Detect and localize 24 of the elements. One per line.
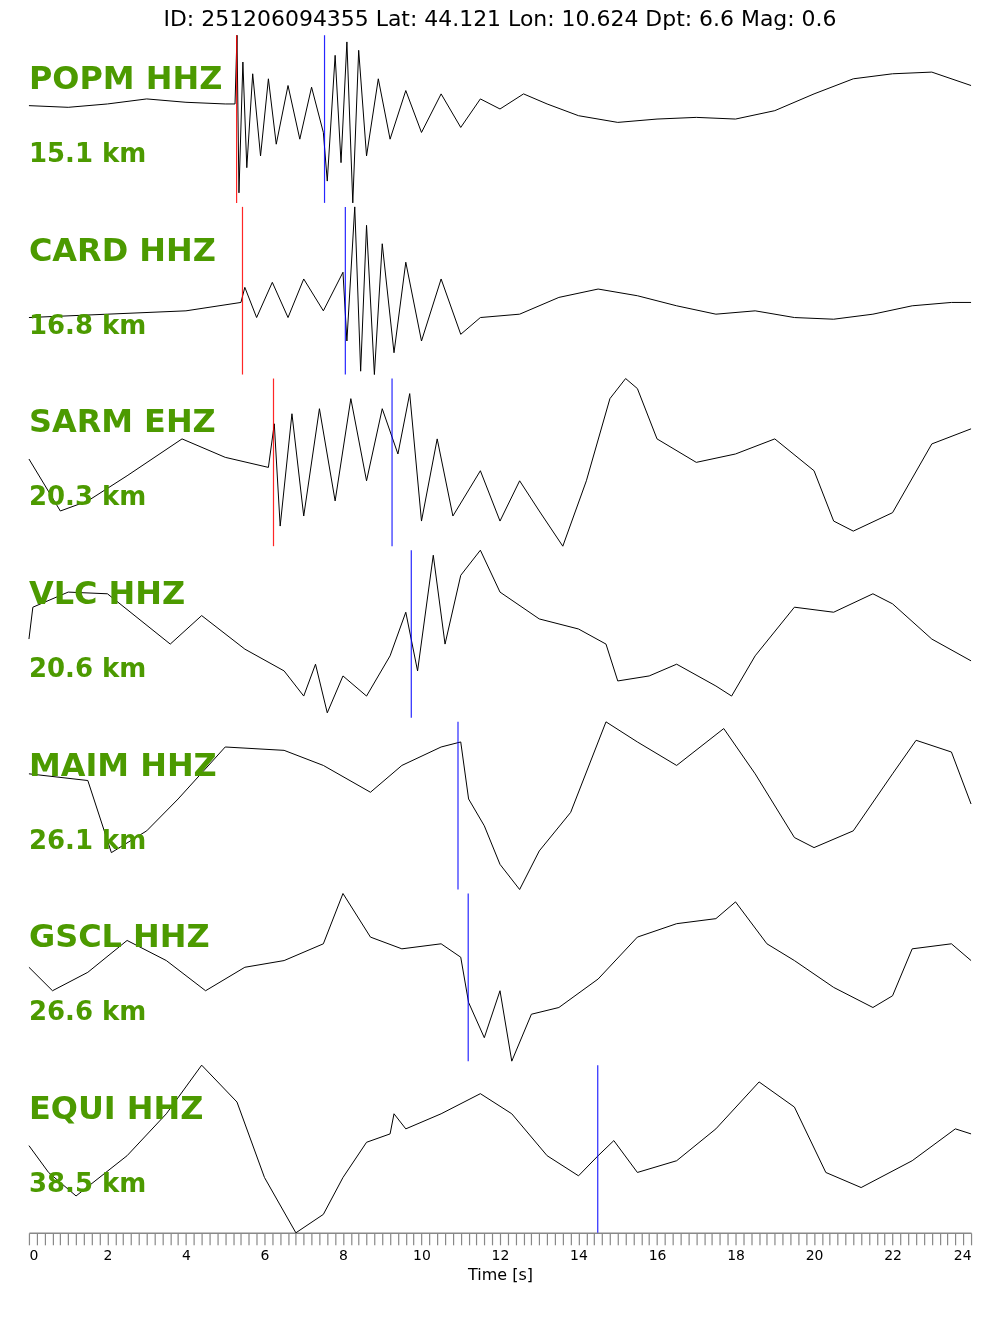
- annotation: SARM EHZ: [28, 402, 216, 441]
- x-tick-label: 6: [260, 1247, 270, 1264]
- x-tick-label: 14: [570, 1247, 589, 1264]
- x-tick-label: 24: [953, 1247, 972, 1264]
- annotation: MAIM HHZ: [28, 745, 217, 784]
- x-axis-title: Time [s]: [467, 1265, 533, 1285]
- annotation: CARD HHZ: [28, 230, 216, 269]
- annotation: 20.6 km: [28, 652, 147, 683]
- annotation: POPM HHZ: [28, 59, 223, 98]
- x-tick-label: 16: [648, 1247, 667, 1264]
- x-tick-label: 4: [182, 1247, 192, 1264]
- chart-title: ID: 251206094355 Lat: 44.121 Lon: 10.624 Dpt: 6.6 Mag: 0.6: [163, 5, 837, 31]
- x-tick-label: 20: [805, 1247, 824, 1264]
- x-tick-label: 2: [103, 1247, 113, 1264]
- x-tick-label: 18: [727, 1247, 745, 1264]
- annotation: 15.1 km: [28, 137, 147, 168]
- x-tick-label: 0: [29, 1247, 39, 1264]
- x-tick-label: 12: [491, 1247, 510, 1264]
- annotation: 16.8 km: [28, 309, 147, 340]
- x-tick-label: 8: [339, 1247, 348, 1264]
- x-tick-label: 10: [413, 1247, 431, 1264]
- x-tick-label: 22: [884, 1247, 902, 1264]
- annotation: 26.6 km: [28, 996, 147, 1027]
- annotation: GSCL HHZ: [28, 917, 210, 956]
